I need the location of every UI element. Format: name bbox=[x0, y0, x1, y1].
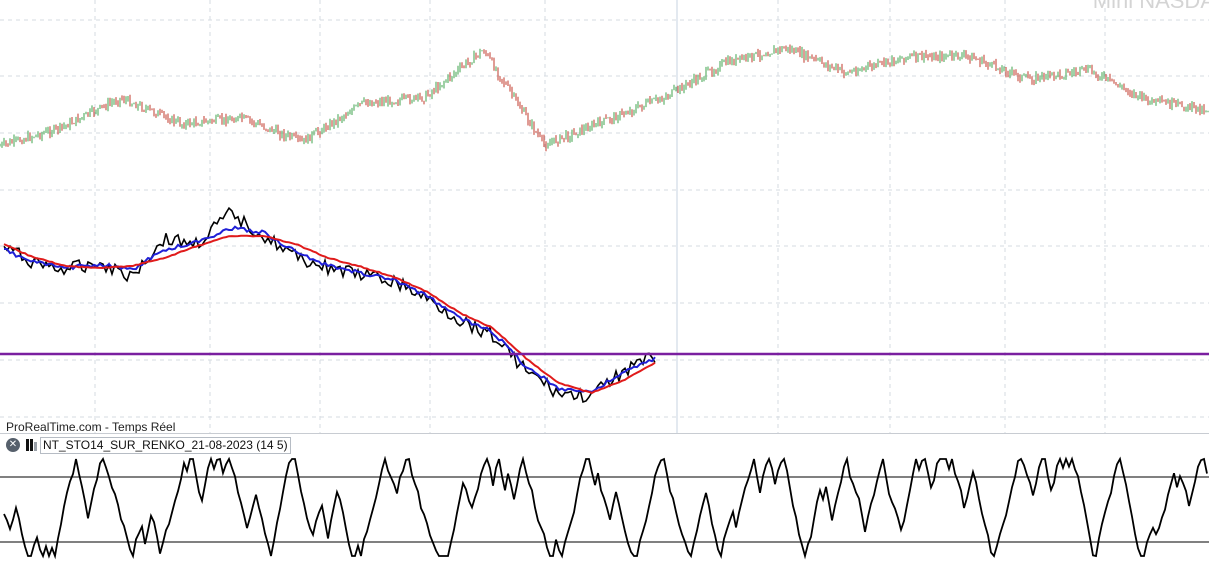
close-indicator-icon[interactable]: ✕ bbox=[6, 438, 20, 452]
oscillator-panel[interactable] bbox=[0, 456, 1209, 567]
panel-separator[interactable] bbox=[0, 433, 1209, 434]
stochastic-ma-slow-line bbox=[3, 234, 656, 394]
grid-lines bbox=[0, 0, 1209, 433]
instrument-watermark: Mini NASDA bbox=[1092, 0, 1209, 13]
stochastic-line bbox=[3, 206, 656, 404]
bars-icon bbox=[26, 439, 37, 451]
stochastic-ma-fast-line bbox=[4, 225, 656, 393]
price-series bbox=[0, 44, 1209, 152]
price-chart-panel[interactable]: Mini NASDA ProRealTime.com - Temps Réel bbox=[0, 0, 1209, 434]
indicator-header: ✕ NT_STO14_SUR_RENKO_21-08-2023 (14 5) bbox=[0, 434, 1209, 456]
oscillator-line bbox=[3, 456, 1208, 560]
price-chart-canvas[interactable] bbox=[0, 0, 1209, 433]
indicator-name-label[interactable]: NT_STO14_SUR_RENKO_21-08-2023 (14 5) bbox=[40, 437, 291, 454]
oscillator-canvas[interactable] bbox=[0, 456, 1209, 567]
data-source-label: ProRealTime.com - Temps Réel bbox=[6, 420, 176, 434]
